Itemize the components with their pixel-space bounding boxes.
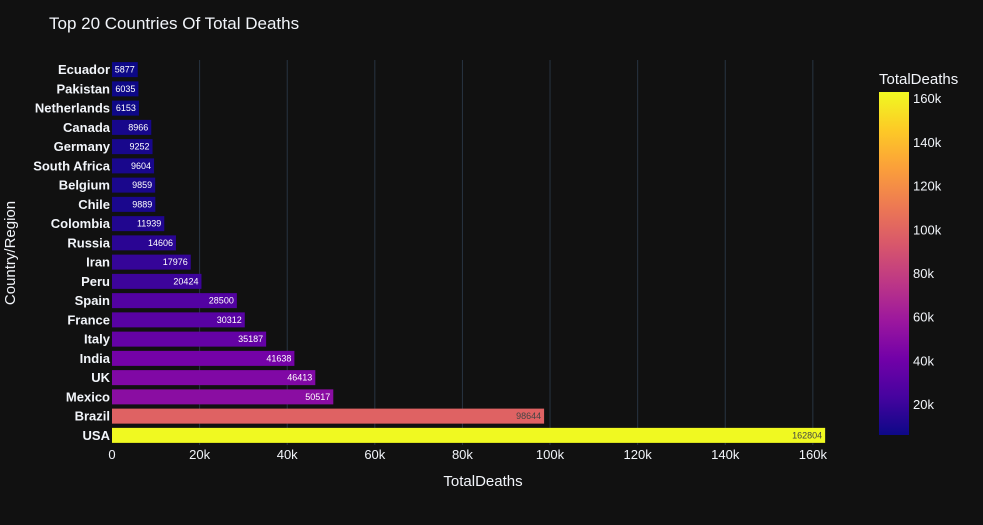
bar-value-label: 35187	[238, 334, 263, 344]
bar[interactable]	[112, 273, 202, 289]
grid-lines	[199, 60, 814, 445]
y-tick-label: Italy	[84, 332, 111, 347]
bar-value-label: 5877	[115, 65, 135, 75]
bar[interactable]	[112, 427, 826, 443]
x-tick-label: 60k	[364, 447, 385, 462]
bar[interactable]	[112, 408, 545, 424]
bar-value-label: 9859	[132, 180, 152, 190]
bar-value-label: 30312	[217, 315, 242, 325]
bar-value-label: 9604	[131, 161, 151, 171]
bar-value-label: 6153	[116, 103, 136, 113]
bar[interactable]	[112, 216, 165, 232]
bar[interactable]	[112, 100, 139, 116]
bar-value-label: 11939	[137, 219, 161, 229]
y-tick-label: Chile	[78, 197, 110, 212]
y-tick-label: Iran	[86, 255, 110, 270]
x-tick-label: 80k	[452, 447, 473, 462]
x-tick-label: 20k	[189, 447, 210, 462]
x-tick-label: 160k	[799, 447, 828, 462]
x-tick-label: 40k	[277, 447, 298, 462]
bar-value-label: 17976	[163, 257, 188, 267]
bar[interactable]	[112, 370, 316, 386]
y-tick-label: South Africa	[33, 158, 111, 173]
bar-value-label: 41638	[266, 353, 291, 363]
bar-value-label: 8966	[128, 122, 148, 132]
colorbar-tick-label: 160k	[913, 91, 942, 106]
y-tick-label: France	[67, 312, 110, 327]
colorbar-title: TotalDeaths	[879, 71, 958, 88]
colorbar-tick-labels: 20k 40k 60k 80k 100k 120k 140k 160k	[913, 91, 942, 412]
bar[interactable]	[112, 177, 156, 193]
bar-value-label: 6035	[115, 84, 135, 94]
bar[interactable]	[112, 389, 334, 405]
bar[interactable]	[112, 312, 245, 328]
bar[interactable]	[112, 158, 155, 174]
colorbar-tick-label: 140k	[913, 135, 942, 150]
bar[interactable]	[112, 293, 237, 309]
bar[interactable]	[112, 350, 295, 366]
bar-value-label: 9252	[129, 142, 149, 152]
bar[interactable]	[112, 139, 153, 155]
y-tick-label: USA	[83, 428, 111, 443]
bar[interactable]	[112, 119, 152, 135]
bar[interactable]	[112, 331, 267, 347]
bar-value-label: 46413	[287, 373, 312, 383]
y-tick-label: Canada	[63, 120, 111, 135]
y-axis-title: Country/Region	[2, 201, 19, 305]
colorbar-tick-label: 100k	[913, 222, 942, 237]
colorbar-tick-label: 20k	[913, 397, 934, 412]
x-tick-label: 0	[108, 447, 115, 462]
y-tick-label: Peru	[81, 274, 110, 289]
y-tick-label: India	[80, 351, 111, 366]
y-tick-label: Brazil	[75, 409, 110, 424]
y-tick-label: UK	[91, 370, 110, 385]
y-tick-labels: USA Brazil Mexico UK India Italy France Spain Pe…	[33, 62, 111, 443]
y-tick-label: Netherlands	[35, 101, 110, 116]
y-tick-label: Pakistan	[57, 81, 111, 96]
y-tick-label: Russia	[67, 235, 110, 250]
x-tick-label: 120k	[624, 447, 653, 462]
y-tick-label: Belgium	[59, 178, 110, 193]
bar-value-label: 28500	[209, 296, 234, 306]
bar[interactable]	[112, 254, 191, 270]
bar-value-label: 50517	[305, 392, 330, 402]
bar-value-label: 98644	[516, 411, 541, 421]
x-axis-title: TotalDeaths	[443, 473, 522, 490]
bar[interactable]	[112, 196, 156, 212]
bar[interactable]	[112, 81, 139, 97]
bar[interactable]	[112, 235, 176, 251]
bar-value-label: 14606	[148, 238, 173, 248]
x-tick-label: 100k	[536, 447, 565, 462]
bar-value-label: 9889	[132, 199, 152, 209]
x-tick-label: 140k	[711, 447, 740, 462]
chart-title: Top 20 Countries Of Total Deaths	[49, 14, 299, 33]
y-tick-label: Ecuador	[58, 62, 110, 77]
bar[interactable]	[112, 62, 138, 78]
colorbar-tick-label: 40k	[913, 353, 934, 368]
bar-value-label: 162804	[792, 430, 822, 440]
y-tick-label: Colombia	[51, 216, 111, 231]
colorbar-tick-label: 120k	[913, 179, 942, 194]
y-tick-label: Spain	[75, 293, 110, 308]
colorbar-tick-label: 60k	[913, 310, 934, 325]
y-tick-label: Germany	[54, 139, 111, 154]
bar-value-label: 20424	[173, 276, 198, 286]
y-tick-label: Mexico	[66, 389, 110, 404]
colorbar	[879, 92, 909, 435]
colorbar-tick-label: 80k	[913, 266, 934, 281]
x-tick-labels: 0 20k 40k 60k 80k 100k 120k 140k 160k	[108, 447, 827, 462]
